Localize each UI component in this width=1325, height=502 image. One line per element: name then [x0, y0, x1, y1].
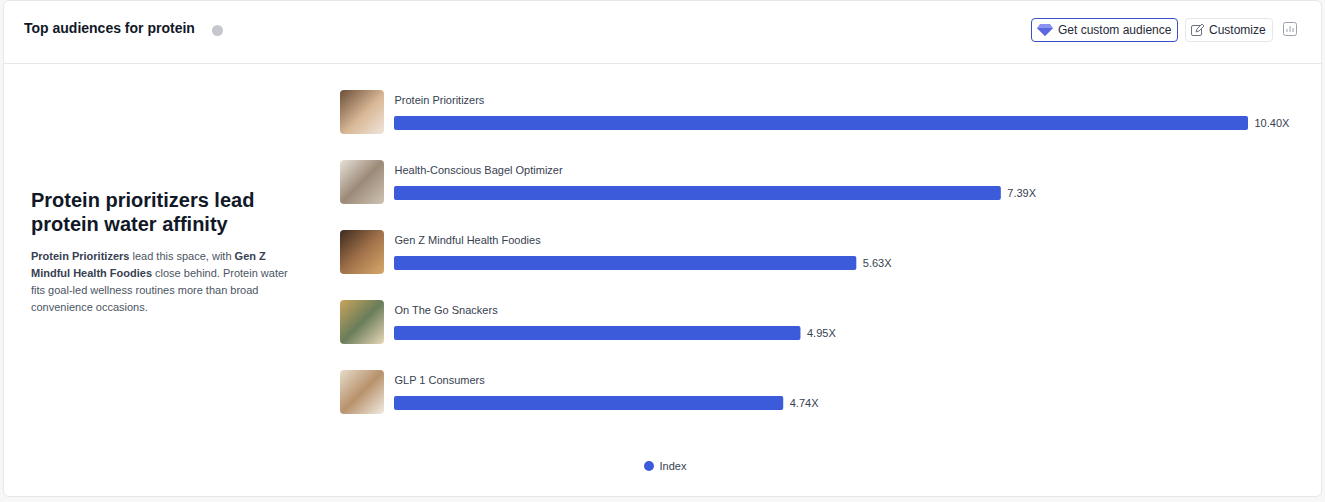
- svg-text:7.39X: 7.39X: [1007, 187, 1036, 199]
- svg-text:Health-Conscious Bagel Optimiz: Health-Conscious Bagel Optimizer: [395, 164, 563, 176]
- html-text:Top audiences for protein: Top audiences for protein: [24, 20, 195, 36]
- svg-text:Gen Z Mindful Health Foodies: Gen Z Mindful Health Foodies: [395, 234, 542, 246]
- html-text:Get custom audience: Get custom audience: [1058, 23, 1172, 37]
- svg-text:GLP 1 Consumers: GLP 1 Consumers: [395, 374, 486, 386]
- svg-text:On The Go Snackers: On The Go Snackers: [395, 304, 499, 316]
- html-text:Index: Index: [659, 460, 687, 472]
- svg-text:4.74X: 4.74X: [790, 397, 819, 409]
- html-text:Customize: Customize: [1209, 23, 1266, 37]
- svg-text:10.40X: 10.40X: [1255, 117, 1291, 129]
- svg-text:4.95X: 4.95X: [807, 327, 836, 339]
- svg-text:5.63X: 5.63X: [863, 257, 892, 269]
- html-text:Protein Prioritizers lead this: Protein Prioritizers lead this space, wi…: [31, 250, 288, 313]
- html-text:Protein prioritizers lead prot: Protein prioritizers lead protein water …: [31, 189, 255, 235]
- svg-text:Protein Prioritizers: Protein Prioritizers: [395, 94, 485, 106]
